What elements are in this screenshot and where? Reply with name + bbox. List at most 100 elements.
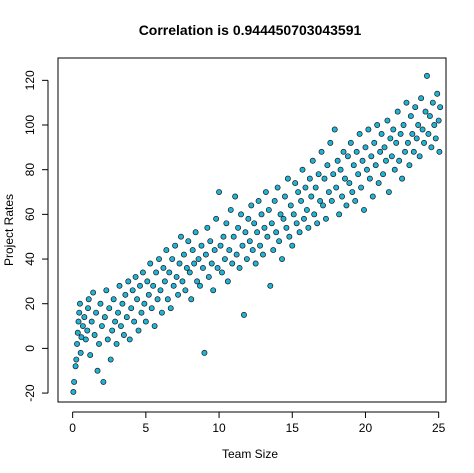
scatter-point	[104, 336, 111, 343]
scatter-point	[422, 108, 429, 115]
scatter-point	[217, 242, 224, 249]
scatter-point	[248, 202, 255, 209]
scatter-point	[312, 184, 319, 191]
scatter-point	[415, 122, 422, 128]
scatter-point	[75, 318, 82, 325]
scatter-point	[292, 180, 299, 187]
scatter-point	[81, 314, 88, 321]
scatter-point	[406, 162, 413, 169]
scatter-point	[175, 291, 182, 298]
scatter-point	[286, 233, 293, 240]
y-axis-label: Project Rates	[2, 194, 16, 266]
scatter-point	[283, 224, 290, 231]
scatter-point	[371, 139, 378, 146]
scatter-point	[191, 260, 198, 267]
scatter-point	[383, 157, 389, 164]
scatter-point	[396, 157, 403, 164]
scatter-point	[353, 148, 360, 155]
scatter-point	[359, 157, 366, 164]
scatter-point	[387, 135, 394, 142]
scatter-point	[317, 198, 324, 204]
scatter-point	[194, 278, 201, 285]
scatter-point	[339, 193, 345, 200]
scatter-point	[129, 287, 136, 294]
scatter-point	[349, 189, 356, 195]
scatter-point	[185, 238, 192, 245]
scatter-point	[402, 148, 408, 155]
scatter-point	[361, 206, 367, 213]
scatter-point	[350, 162, 357, 169]
scatter-point	[264, 233, 271, 240]
scatter-point	[167, 305, 174, 312]
scatter-point	[340, 148, 347, 155]
scatter-point	[235, 224, 242, 231]
x-tick-label: 15	[286, 421, 300, 435]
scatter-point	[358, 184, 365, 191]
scatter-point	[161, 278, 168, 285]
scatter-point	[347, 139, 354, 146]
scatter-point	[391, 166, 398, 173]
scatter-point	[148, 305, 155, 312]
scatter-point	[76, 309, 83, 316]
scatter-point	[271, 198, 278, 204]
scatter-point	[277, 211, 284, 218]
scatter-point	[394, 108, 401, 115]
scatter-point	[412, 104, 419, 111]
scatter-point	[103, 287, 110, 294]
x-axis: 0 5 10 15 20 25	[69, 411, 446, 435]
scatter-point	[303, 206, 310, 213]
scatter-point	[232, 193, 239, 200]
scatter-point	[85, 305, 91, 312]
scatter-point	[173, 273, 180, 280]
chart-title: Correlation is 0.944450703043591	[139, 22, 362, 38]
y-tick-label: 120	[23, 70, 37, 90]
scatter-point	[260, 251, 266, 258]
scatter-point	[199, 265, 206, 271]
scatter-point	[290, 211, 297, 218]
scatter-point	[150, 282, 157, 289]
scatter-point	[243, 256, 250, 262]
scatter-point	[82, 336, 89, 343]
scatter-point	[421, 139, 427, 146]
scatter-point	[96, 340, 102, 347]
scatter-point	[330, 171, 337, 178]
scatter-point	[299, 166, 306, 173]
scatter-point	[142, 318, 149, 325]
scatter-point	[239, 242, 246, 249]
scatter-point	[156, 256, 162, 262]
scatter-point	[390, 126, 397, 133]
scatter-point	[437, 104, 444, 111]
scatter-point	[315, 171, 322, 178]
scatter-point	[343, 202, 350, 209]
scatter-point	[166, 269, 173, 276]
scatter-point	[318, 148, 325, 155]
scatter-point	[229, 260, 236, 267]
x-tick-label: 10	[212, 421, 226, 435]
scatter-point	[388, 153, 395, 160]
scatter-point	[432, 135, 439, 142]
scatter-point	[205, 273, 212, 280]
scatter-point	[381, 144, 388, 151]
scatter-point	[226, 247, 233, 254]
scatter-point	[404, 139, 411, 146]
plot-area-border	[57, 57, 447, 403]
scatter-point	[160, 265, 167, 271]
scatter-point	[352, 198, 359, 204]
x-tick-label: 20	[359, 421, 373, 435]
scatter-point	[123, 314, 130, 321]
scatter-point	[320, 202, 326, 209]
scatter-point	[153, 269, 160, 276]
scatter-point	[378, 130, 385, 137]
scatter-point	[309, 157, 316, 164]
scatter-point	[425, 130, 432, 137]
scatter-point	[98, 323, 105, 329]
scatter-point	[84, 327, 91, 334]
scatter-point	[369, 193, 376, 200]
scatter-point	[365, 126, 372, 133]
scatter-point	[397, 130, 404, 137]
y-tick-label: 40	[23, 252, 37, 266]
scatter-point	[321, 175, 328, 182]
x-tick-label: 0	[69, 421, 76, 435]
scatter-point	[122, 291, 129, 298]
scatter-point	[355, 171, 362, 178]
